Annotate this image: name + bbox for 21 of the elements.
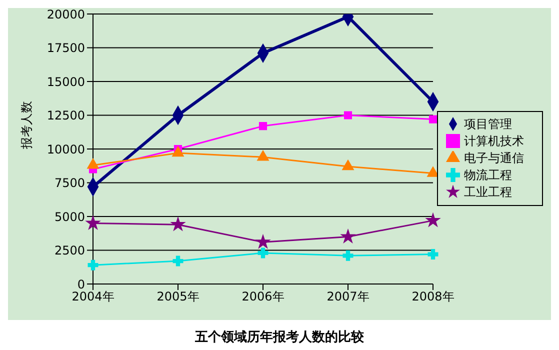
legend-label: 物流工程 bbox=[464, 168, 512, 182]
y-tick-label: 15000 bbox=[46, 74, 85, 89]
legend-label: 电子与通信 bbox=[464, 150, 524, 164]
y-tick-label: 0 bbox=[77, 277, 85, 292]
legend-label: 工业工程 bbox=[464, 184, 512, 198]
y-tick-label: 17500 bbox=[46, 41, 85, 56]
x-tick-label: 2008年 bbox=[412, 290, 454, 304]
y-tick-label: 7500 bbox=[54, 176, 85, 190]
x-tick-label: 2004年 bbox=[72, 290, 114, 304]
y-tick-label: 20000 bbox=[46, 7, 85, 22]
y-tick-label: 2500 bbox=[54, 244, 85, 258]
legend-label: 计算机技术 bbox=[464, 134, 524, 148]
text: 五个领域历年报考人数的比较 bbox=[8, 320, 551, 346]
y-tick-label: 12500 bbox=[46, 108, 85, 123]
x-tick-label: 2006年 bbox=[242, 290, 284, 304]
x-tick-label: 2005年 bbox=[156, 290, 200, 304]
y-axis-title: 报考人数 bbox=[19, 101, 34, 150]
y-tick-label: 10000 bbox=[46, 142, 85, 156]
x-tick-label: 2007年 bbox=[326, 290, 370, 304]
y-tick-label: 5000 bbox=[54, 210, 85, 224]
legend-label: 项目管理 bbox=[464, 116, 512, 130]
